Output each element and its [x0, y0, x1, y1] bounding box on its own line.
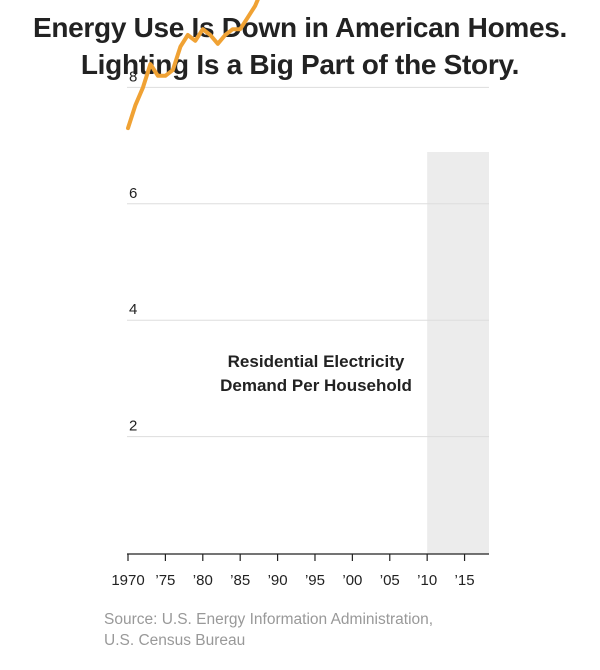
y-tick-label-6: 6: [129, 185, 137, 202]
x-tick-label-1985: ’85: [230, 572, 250, 589]
x-tick-label-2015: ’15: [455, 572, 475, 589]
data-point-1983: [223, 33, 227, 37]
data-point-1978: [186, 33, 190, 37]
series-points: [126, 0, 489, 130]
y-tick-label-2: 2: [129, 418, 137, 435]
series-line-electricity-demand: [126, 0, 260, 131]
recent-years-shaded-region: [427, 152, 489, 554]
data-point-1973: [148, 62, 152, 66]
x-tick-label-2005: ’05: [380, 572, 400, 589]
y-tick-label-8: 8: [129, 68, 137, 85]
data-point-1977: [178, 45, 182, 49]
data-point-1970: [126, 126, 130, 130]
x-tick-label-2000: ’00: [342, 572, 362, 589]
x-tick-label-1975: ’75: [155, 572, 175, 589]
data-point-1976: [171, 68, 175, 72]
annotation-line-1: Residential Electricity: [228, 352, 405, 371]
x-tick-label-1970: 1970: [111, 572, 144, 589]
source-note: Source: U.S. Energy Information Administ…: [104, 609, 584, 651]
x-tick-label-1995: ’95: [305, 572, 325, 589]
x-axis-ticks: 1970 ’75 ’80 ’85 ’90 ’95 ’00 ’05 ’10 ’15: [111, 554, 475, 589]
data-point-1985: [238, 27, 242, 31]
data-point-1974: [156, 74, 160, 78]
data-point-1980: [201, 27, 205, 31]
source-line-1: Source: U.S. Energy Information Administ…: [104, 611, 434, 628]
chart-title-line-1: Energy Use Is Down in American Homes.: [32, 12, 568, 43]
data-point-1972: [141, 85, 145, 89]
x-tick-label-1980: ’80: [193, 572, 213, 589]
data-point-1987: [253, 4, 257, 8]
data-point-1975: [163, 74, 167, 78]
data-point-1984: [231, 27, 235, 31]
data-point-1982: [216, 42, 220, 46]
data-point-1981: [208, 33, 212, 37]
y-tick-label-4: 4: [129, 301, 137, 318]
y-axis-tick-labels: 24681012 thousand kilowatt hours: [129, 68, 137, 435]
source-line-2: U.S. Census Bureau: [104, 632, 246, 649]
data-point-1979: [193, 39, 197, 43]
x-tick-label-1990: ’90: [268, 572, 288, 589]
x-tick-label-2010: ’10: [417, 572, 437, 589]
annotation-line-2: Demand Per Household: [220, 376, 412, 395]
data-point-1971: [133, 103, 137, 107]
chart-title-line-2: Lighting Is a Big Part of the Story.: [80, 49, 520, 80]
data-point-1986: [246, 16, 250, 20]
line-chart: 24681012 thousand kilowatt hours 1970’75…: [111, 0, 489, 589]
gridlines: [127, 86, 489, 438]
